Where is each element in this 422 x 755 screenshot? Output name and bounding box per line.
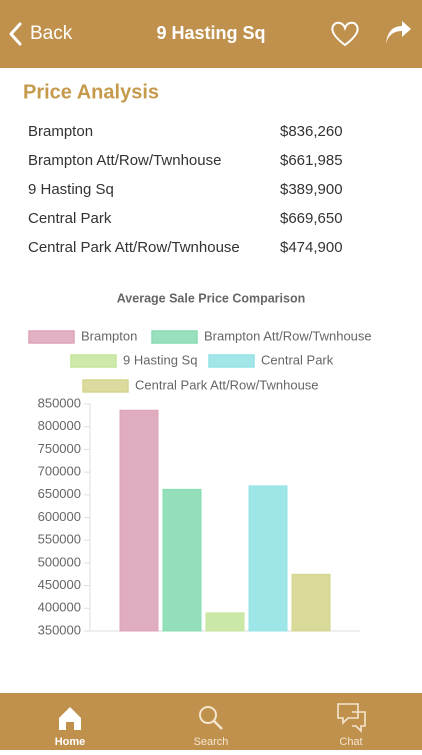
area-price: $389,900 [280,181,343,198]
y-tick-label: 500000 [38,554,81,569]
search-icon-handle [213,720,223,730]
bar [248,485,288,632]
y-tick-label: 700000 [38,464,81,479]
tab-label[interactable]: Home [55,736,86,748]
legend-swatch [208,354,255,368]
tab-label[interactable]: Chat [339,736,362,748]
home-icon [59,707,81,730]
legend-label: 9 Hasting Sq [123,352,197,367]
y-tick-label: 450000 [38,577,81,592]
chart-title: Average Sale Price Comparison [117,291,306,305]
legend-label: Central Park Att/Row/Twnhouse [135,377,319,392]
legend-swatch [82,379,129,393]
favorite-icon[interactable] [331,21,359,47]
bar [162,488,202,632]
back-button[interactable]: Back [9,22,73,46]
chat-icon-back [352,711,366,733]
y-tick-label: 750000 [38,441,81,456]
bar [119,409,159,632]
area-name: Brampton Att/Row/Twnhouse [28,152,221,169]
tab-home[interactable]: Home [55,707,86,748]
area-name: Central Park Att/Row/Twnhouse [28,239,240,256]
tab-chat[interactable]: Chat [337,703,366,748]
legend-label: Brampton [81,328,137,343]
chat-icon [337,703,359,725]
legend-label: Brampton Att/Row/Twnhouse [204,328,372,343]
header-title: 9 Hasting Sq [156,23,265,43]
area-price: $661,985 [280,152,343,169]
share-icon[interactable] [386,21,411,44]
legend-label: Central Park [261,352,334,367]
area-price: $836,260 [280,123,343,140]
y-tick-label: 800000 [38,418,81,433]
area-name: Central Park [28,210,112,227]
price-table: Brampton $836,260 Brampton Att/Row/Twnhous… [28,123,343,256]
y-tick-label: 350000 [38,622,81,637]
section-title: Price Analysis [23,81,159,103]
bar [291,573,331,632]
chart: Average Sale Price Comparison Brampton Br… [28,291,372,637]
area-price: $474,900 [280,239,343,256]
back-label[interactable]: Back [30,23,73,44]
y-tick-label: 600000 [38,509,81,524]
area-name: Brampton [28,123,93,140]
bar [205,612,245,632]
y-tick-label: 650000 [38,486,81,501]
back-icon [9,22,22,46]
header-bar [0,0,422,68]
tab-label[interactable]: Search [194,736,229,748]
legend-swatch [151,330,198,344]
search-icon [199,706,217,724]
area-name: 9 Hasting Sq [28,181,114,198]
y-tick-label: 400000 [38,600,81,615]
legend-swatch [70,354,117,368]
legend-swatch [28,330,75,344]
tab-search[interactable]: Search [194,706,229,748]
area-price: $669,650 [280,210,343,227]
y-tick-label: 850000 [38,395,81,410]
y-tick-label: 550000 [38,532,81,547]
